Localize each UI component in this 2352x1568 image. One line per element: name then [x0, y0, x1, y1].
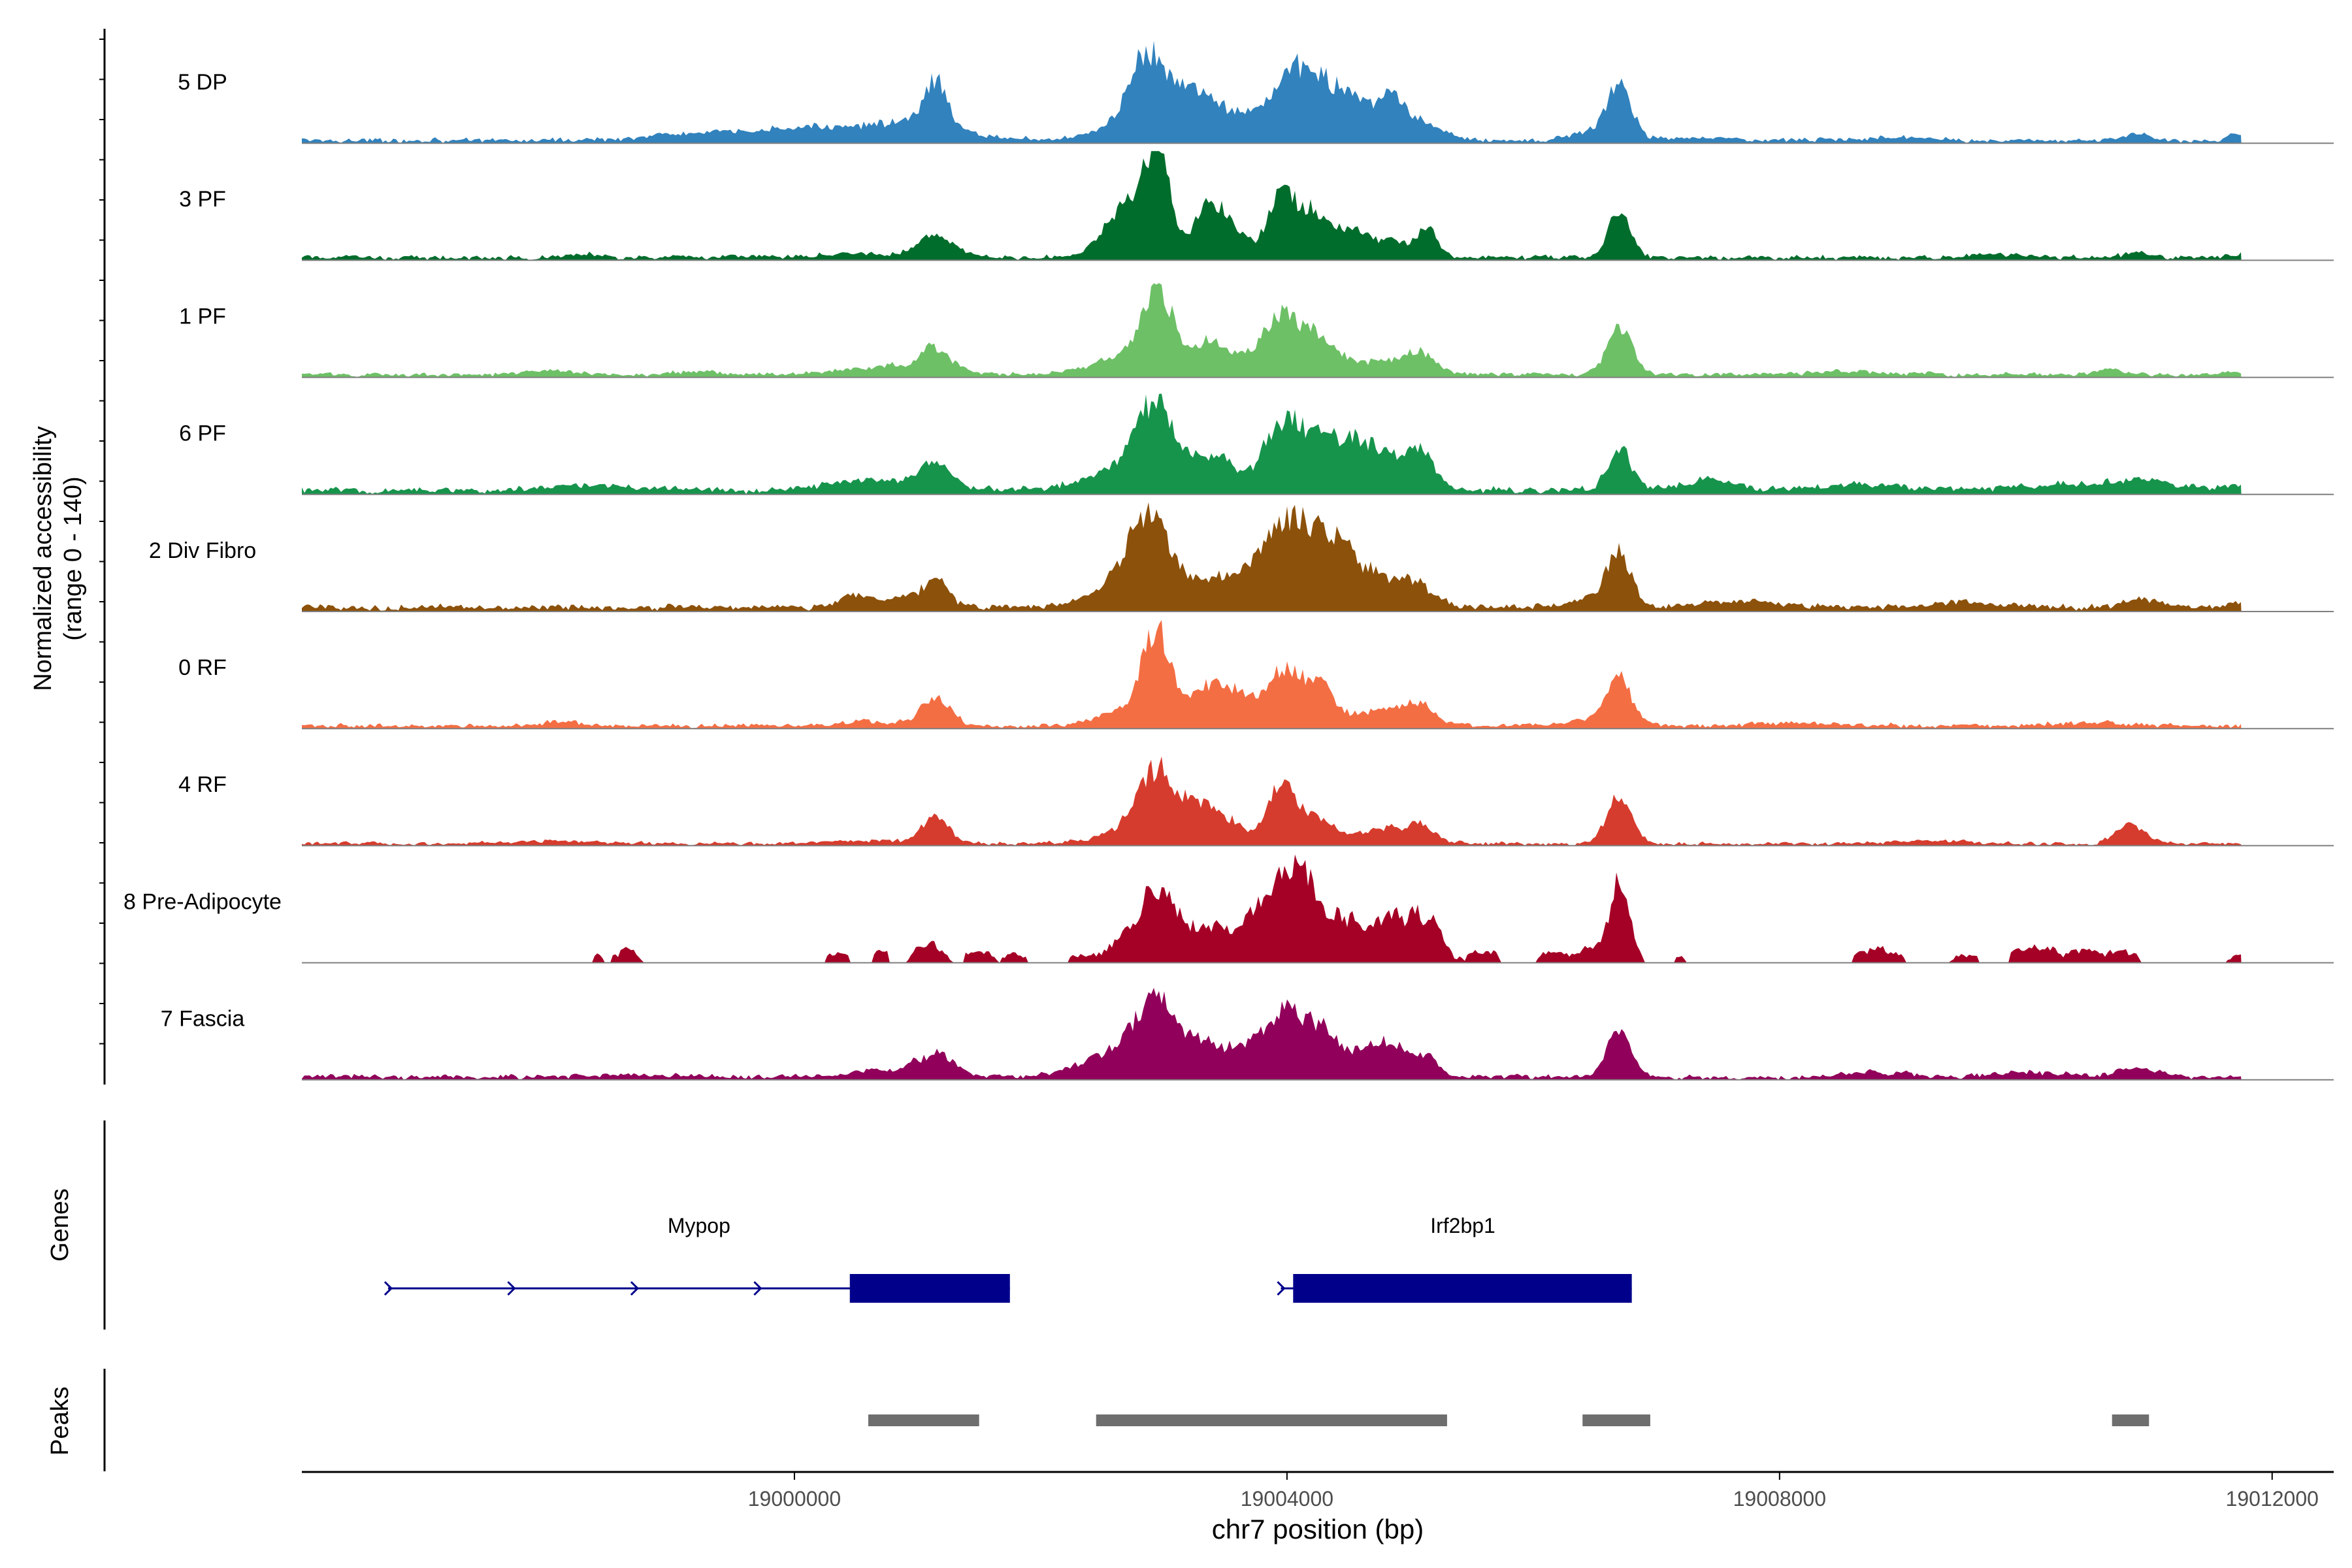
track-label: 0 RF [178, 655, 227, 680]
peak-region [1096, 1414, 1447, 1426]
track-label: 7 Fascia [161, 1007, 245, 1032]
x-tick-label: 19008000 [1733, 1487, 1826, 1511]
gene-label: Irf2bp1 [1430, 1214, 1495, 1237]
coverage-tracks: 5 DP 3 PF 1 PF 6 PF 2 Div Fibro 0 RF 4 RF 8 Pre… [123, 41, 2334, 1081]
coverage-y-axis: Normalized accessibility (range 0 - 140) [29, 29, 106, 1085]
strand-arrow-icon [507, 1281, 516, 1296]
coverage-y-axis-label-line1: Normalized accessibility [29, 426, 57, 691]
peak-regions [868, 1414, 2149, 1426]
genes-panel: Genes Mypop Irf2bp1 [46, 1120, 1632, 1330]
coverage-y-axis-label-line2: (range 0 - 140) [59, 476, 87, 640]
track-area [302, 151, 2242, 261]
gene-exon [1293, 1274, 1632, 1303]
coverage-y-axis-ticks [99, 39, 105, 1045]
x-axis-ticks: 19000000 19004000 19008000 19012000 [748, 1472, 2319, 1511]
gene-label: Mypop [668, 1214, 730, 1237]
peaks-panel: Peaks [46, 1369, 2149, 1471]
track-area [302, 620, 2242, 729]
strand-arrow-icon [1277, 1281, 1286, 1296]
track-area [302, 41, 2242, 144]
track-area [302, 283, 2242, 378]
x-axis-label: chr7 position (bp) [1212, 1514, 1424, 1544]
peak-region [2112, 1414, 2149, 1426]
track-area [302, 756, 2242, 846]
track-label: 6 PF [179, 421, 226, 446]
track-area [302, 393, 2242, 495]
x-tick-label: 19004000 [1241, 1487, 1333, 1511]
x-tick-label: 19012000 [2226, 1487, 2319, 1511]
track-label: 4 RF [178, 772, 227, 797]
gene-exon [849, 1274, 1010, 1303]
track-label: 2 Div Fibro [149, 538, 256, 563]
x-tick-label: 19000000 [748, 1487, 841, 1511]
track-6: 4 RF [178, 756, 2334, 847]
track-label: 8 Pre-Adipocyte [123, 889, 282, 914]
track-0: 5 DP [178, 41, 2334, 144]
strand-arrow-icon [384, 1281, 393, 1296]
track-label: 3 PF [179, 187, 226, 212]
track-area [302, 854, 2242, 963]
track-4: 2 Div Fibro [149, 502, 2334, 612]
genes-panel-label: Genes [46, 1188, 74, 1262]
track-3: 6 PF [179, 393, 2334, 495]
peak-region [1582, 1414, 1650, 1426]
gene-irf2bp1: Irf2bp1 [1277, 1214, 1632, 1303]
x-axis: 19000000 19004000 19008000 19012000 chr7 po… [302, 1471, 2334, 1544]
track-2: 1 PF [179, 283, 2334, 378]
track-label: 1 PF [179, 304, 226, 329]
strand-arrow-icon [630, 1281, 640, 1296]
gene-models: Mypop Irf2bp1 [384, 1214, 1632, 1303]
gene-mypop: Mypop [384, 1214, 1010, 1303]
track-8: 7 Fascia [161, 988, 2334, 1081]
track-area [302, 988, 2242, 1080]
track-5: 0 RF [178, 620, 2334, 730]
track-area [302, 502, 2242, 612]
peak-region [868, 1414, 979, 1426]
strand-arrow-icon [753, 1281, 762, 1296]
track-1: 3 PF [179, 151, 2334, 261]
track-label: 5 DP [178, 70, 227, 95]
track-7: 8 Pre-Adipocyte [123, 854, 2334, 964]
peaks-panel-label: Peaks [46, 1386, 74, 1456]
